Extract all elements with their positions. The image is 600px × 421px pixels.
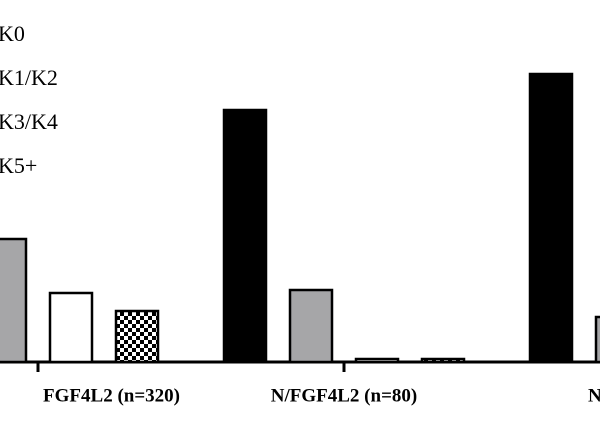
legend-label: K1/K2 xyxy=(0,65,58,90)
legend-label: K0 xyxy=(0,21,25,46)
x-tick-label: N/FGF4L2 (n=80) xyxy=(271,385,417,406)
bar xyxy=(0,237,28,364)
bar xyxy=(594,315,600,364)
legend-label: K5+ xyxy=(0,153,37,178)
x-tick-label: N xyxy=(588,385,600,406)
x-tick-label: FGF4L2 (n=320) xyxy=(43,385,180,406)
bar xyxy=(288,288,334,364)
bar xyxy=(114,309,160,364)
bar xyxy=(354,357,400,364)
bar xyxy=(48,291,94,364)
bar xyxy=(222,108,268,364)
bar xyxy=(528,72,574,364)
bar xyxy=(420,357,466,364)
legend-label: K3/K4 xyxy=(0,109,58,134)
